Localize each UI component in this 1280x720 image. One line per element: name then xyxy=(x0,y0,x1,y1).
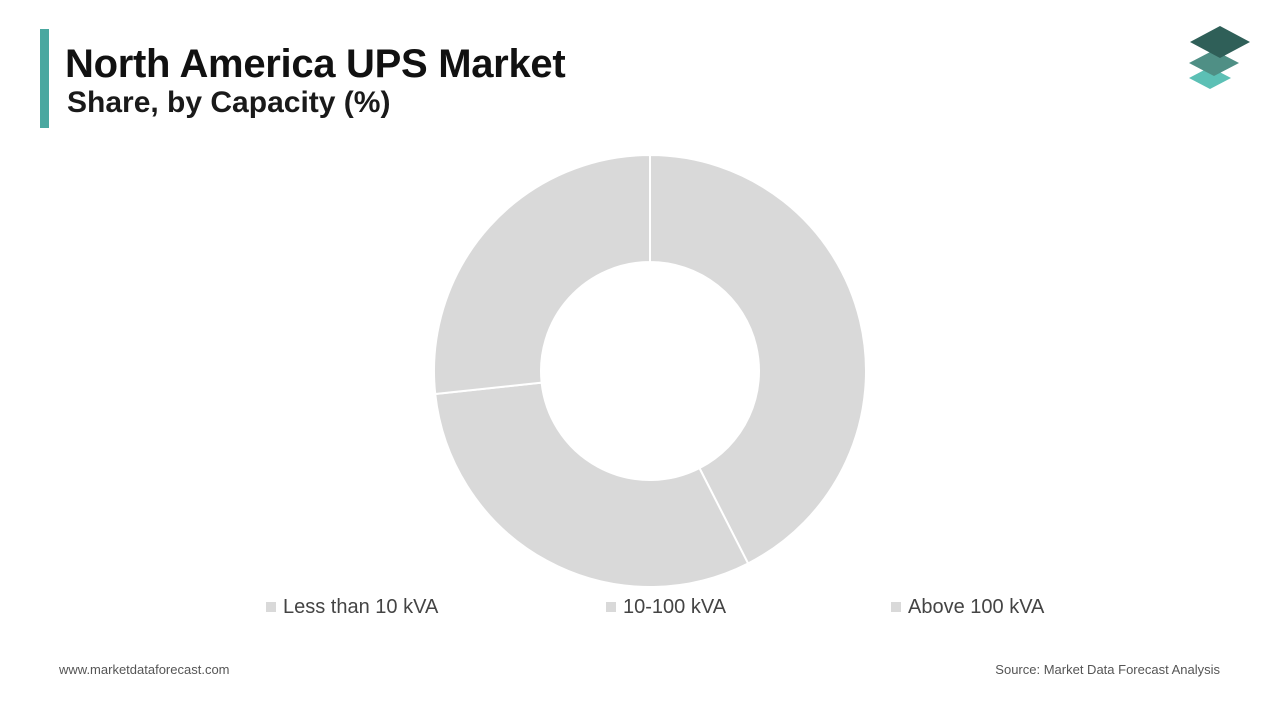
legend-label: Less than 10 kVA xyxy=(283,595,439,618)
legend-label: Above 100 kVA xyxy=(908,595,1045,618)
stacked-layers-icon xyxy=(1189,26,1250,89)
legend-item-above-100-kva: Above 100 kVA xyxy=(891,594,1044,620)
title-accent-bar xyxy=(40,29,49,128)
legend-swatch xyxy=(266,602,276,612)
legend-swatch xyxy=(606,602,616,612)
legend-item-10-100-kva: 10-100 kVA xyxy=(606,594,726,620)
footer-source: Source: Market Data Forecast Analysis xyxy=(995,662,1220,677)
logo-layer-top xyxy=(1190,26,1250,58)
donut-slice-0 xyxy=(649,153,867,565)
legend-item-less-than-10-kva: Less than 10 kVA xyxy=(266,594,438,620)
legend-label: 10-100 kVA xyxy=(623,595,727,618)
footer-website: www.marketdataforecast.com xyxy=(59,662,230,677)
page-subtitle: Share, by Capacity (%) xyxy=(67,86,391,119)
donut-slices xyxy=(433,153,867,588)
logo-layer-middle xyxy=(1189,50,1239,76)
page-title: North America UPS Market xyxy=(65,42,566,86)
donut-slice-1 xyxy=(434,381,750,588)
donut-slice-2 xyxy=(433,153,651,396)
legend-swatch xyxy=(891,602,901,612)
